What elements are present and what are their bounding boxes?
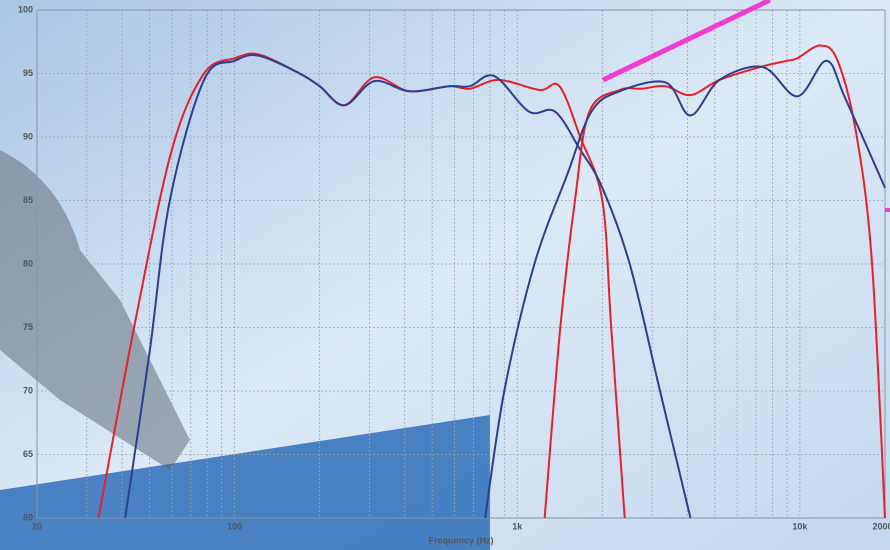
y-tick-label: 95 [23,68,33,78]
x-axis-label: Frequency (Hz) [428,535,493,545]
background-band [0,415,490,550]
y-tick-label: 90 [23,131,33,141]
y-tick-label: 70 [23,385,33,395]
plot-frame [36,9,886,519]
response-curve [124,54,692,519]
y-tick-label: 75 [23,322,33,332]
y-tick-label: 100 [18,4,33,14]
x-tick-label: 1k [512,521,523,531]
y-tick-label: 65 [23,449,33,459]
y-tick-label: 60 [23,512,33,522]
y-tick-label: 85 [23,195,33,205]
x-tick-label: 100 [227,521,242,531]
y-tick-label: 80 [23,258,33,268]
response-curve [97,52,626,519]
response-curve [484,59,886,519]
background-figure [0,150,190,470]
x-tick-label: 20 [32,521,42,531]
slope-line [601,0,772,83]
x-tick-label: 20000 [872,521,890,531]
x-tick-label: 10k [792,521,808,531]
